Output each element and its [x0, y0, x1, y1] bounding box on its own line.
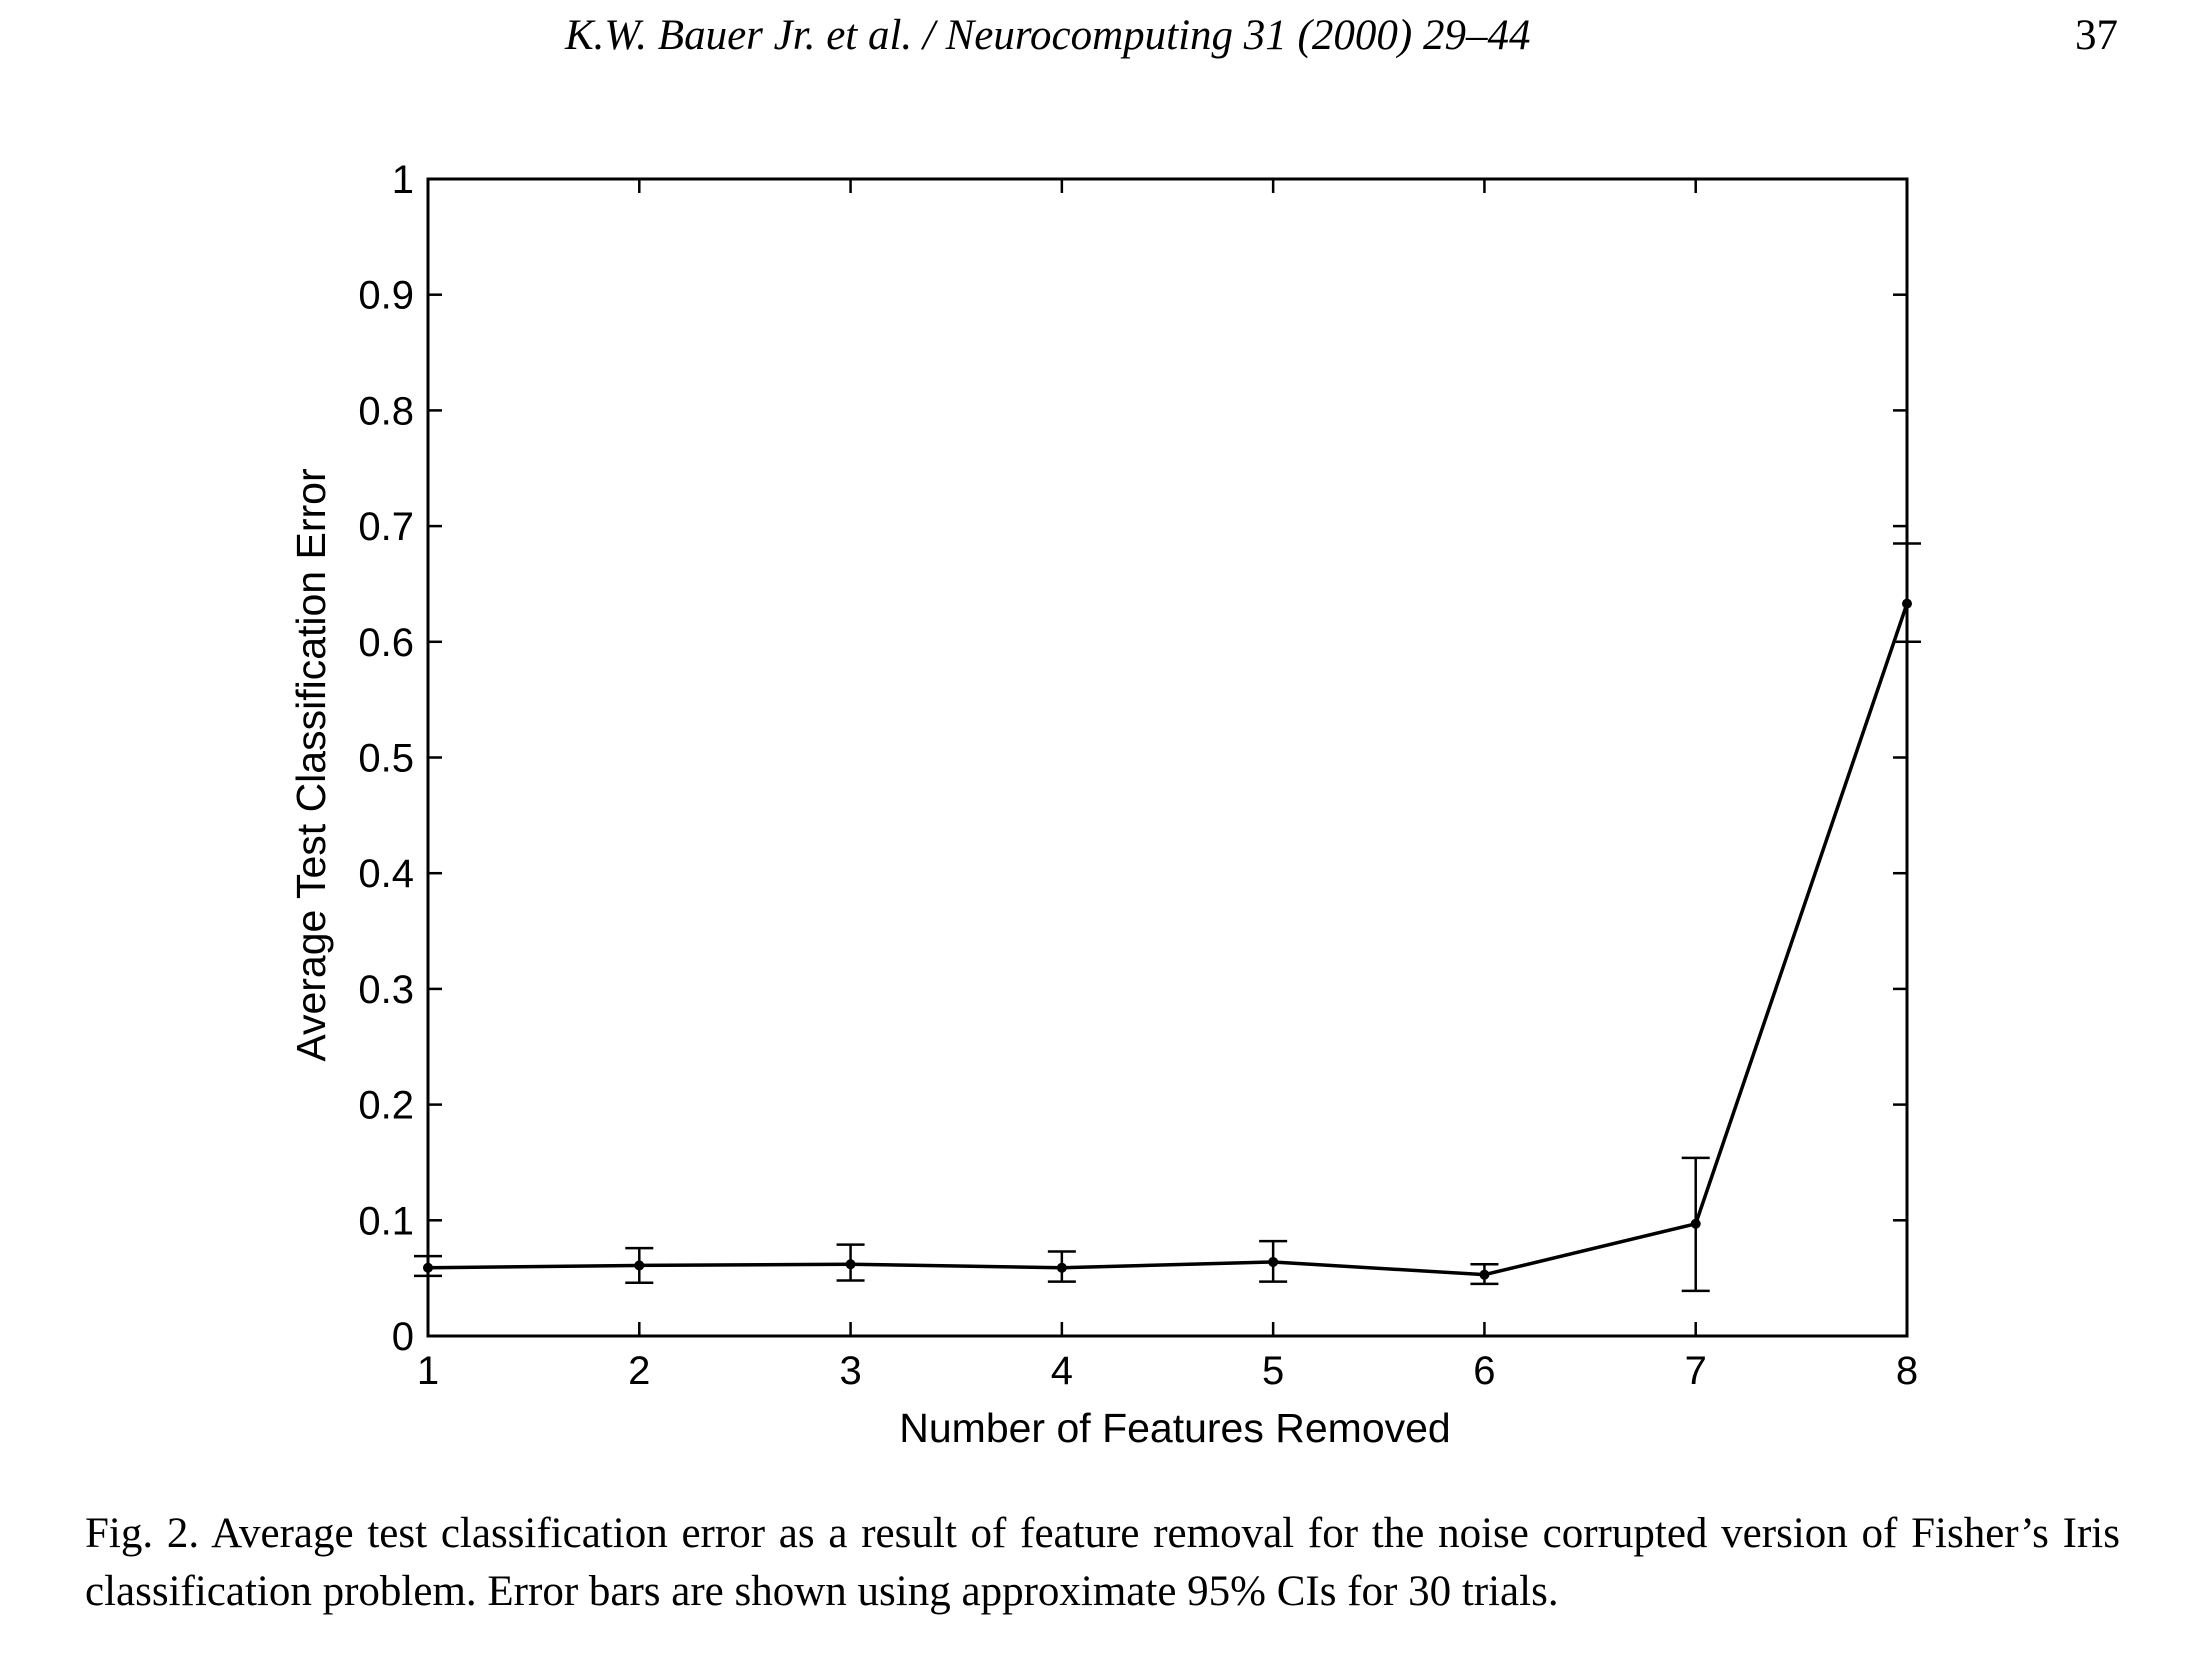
- x-tick-label: 1: [417, 1349, 439, 1393]
- data-point: [1056, 1262, 1067, 1273]
- data-point: [423, 1262, 433, 1273]
- y-tick-label: 0.4: [358, 852, 414, 896]
- y-tick-label: 0.7: [358, 505, 414, 549]
- y-tick-label: 0.5: [358, 737, 414, 781]
- figure-caption: Fig. 2. Average test classification error…: [85, 1505, 2120, 1621]
- data-point: [1268, 1256, 1279, 1267]
- x-tick-label: 8: [1896, 1349, 1918, 1393]
- x-tick-label: 5: [1262, 1349, 1284, 1393]
- y-tick-label: 0.9: [358, 274, 414, 318]
- y-tick-label: 1: [392, 158, 414, 202]
- journal-citation: K.W. Bauer Jr. et al. / Neurocomputing 3…: [565, 12, 1531, 59]
- caption-text: Average test classification error as a r…: [85, 1510, 2120, 1615]
- data-point: [1479, 1269, 1490, 1280]
- x-axis-label: Number of Features Removed: [899, 1405, 1450, 1451]
- figure-label: Fig. 2.: [85, 1510, 200, 1557]
- x-tick-label: 7: [1685, 1349, 1707, 1393]
- x-tick-label: 6: [1473, 1349, 1495, 1393]
- y-tick-label: 0.2: [358, 1084, 414, 1128]
- running-head: K.W. Bauer Jr. et al. / Neurocomputing 3…: [0, 6, 2190, 66]
- x-tick-label: 4: [1051, 1349, 1073, 1393]
- data-point: [845, 1259, 856, 1270]
- plot-frame: [426, 177, 1909, 1338]
- data-point: [1690, 1218, 1701, 1229]
- page-number: 37: [2075, 12, 2118, 59]
- y-axis-label: Average Test Classification Error: [288, 468, 334, 1061]
- y-tick-label: 0: [392, 1315, 414, 1359]
- data-point: [634, 1260, 645, 1271]
- y-tick-label: 0.6: [358, 621, 414, 665]
- series-line: [427, 603, 1909, 1277]
- data-point: [1902, 598, 1912, 609]
- y-tick-label: 0.8: [358, 389, 414, 433]
- y-tick-label: 0.3: [358, 968, 414, 1012]
- figure-2-chart: Number of Features Removed Average Test …: [288, 158, 1921, 1451]
- y-tick-label: 0.1: [358, 1199, 414, 1243]
- x-tick-label: 3: [839, 1349, 861, 1393]
- x-tick-label: 2: [628, 1349, 650, 1393]
